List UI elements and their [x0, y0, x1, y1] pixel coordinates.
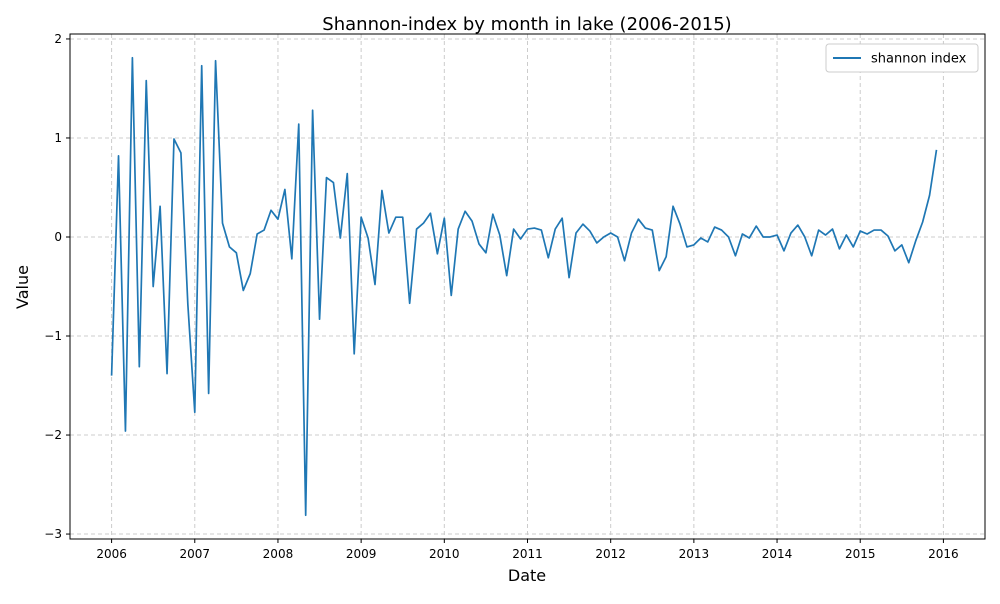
y-axis-ticks: −3 −2 −1 0 1 2: [44, 32, 70, 541]
x-tick-label: 2016: [928, 547, 959, 561]
y-tick-label: 1: [54, 131, 62, 145]
legend: shannon index: [825, 43, 979, 73]
grid-lines: [70, 34, 985, 539]
y-tick-label: −3: [44, 527, 62, 541]
x-tick-label: 2012: [595, 547, 626, 561]
x-tick-label: 2009: [346, 547, 377, 561]
y-tick-label: −1: [44, 329, 62, 343]
x-axis-ticks: 2006 2007 2008 2009 2010 2011 2012 2013 2014 2015…: [96, 539, 959, 561]
y-tick-label: −2: [44, 428, 62, 442]
x-tick-label: 2007: [179, 547, 210, 561]
x-tick-label: 2010: [429, 547, 460, 561]
x-tick-label: 2013: [679, 547, 710, 561]
legend-label: shannon index: [871, 52, 967, 67]
x-tick-label: 2011: [512, 547, 543, 561]
series-line-shannon-index: [110, 56, 938, 517]
y-tick-label: 2: [54, 32, 62, 46]
x-tick-label: 2014: [762, 547, 793, 561]
y-tick-label: 0: [54, 230, 62, 244]
x-axis-label: Date: [508, 566, 546, 585]
y-axis-label: Value: [13, 265, 32, 309]
legend-box: [825, 43, 979, 73]
x-tick-label: 2015: [845, 547, 876, 561]
x-tick-label: 2008: [263, 547, 294, 561]
x-tick-label: 2006: [96, 547, 127, 561]
plot-area-frame: [69, 33, 986, 540]
chart-title: Shannon-index by month in lake (2006-201…: [322, 14, 731, 35]
